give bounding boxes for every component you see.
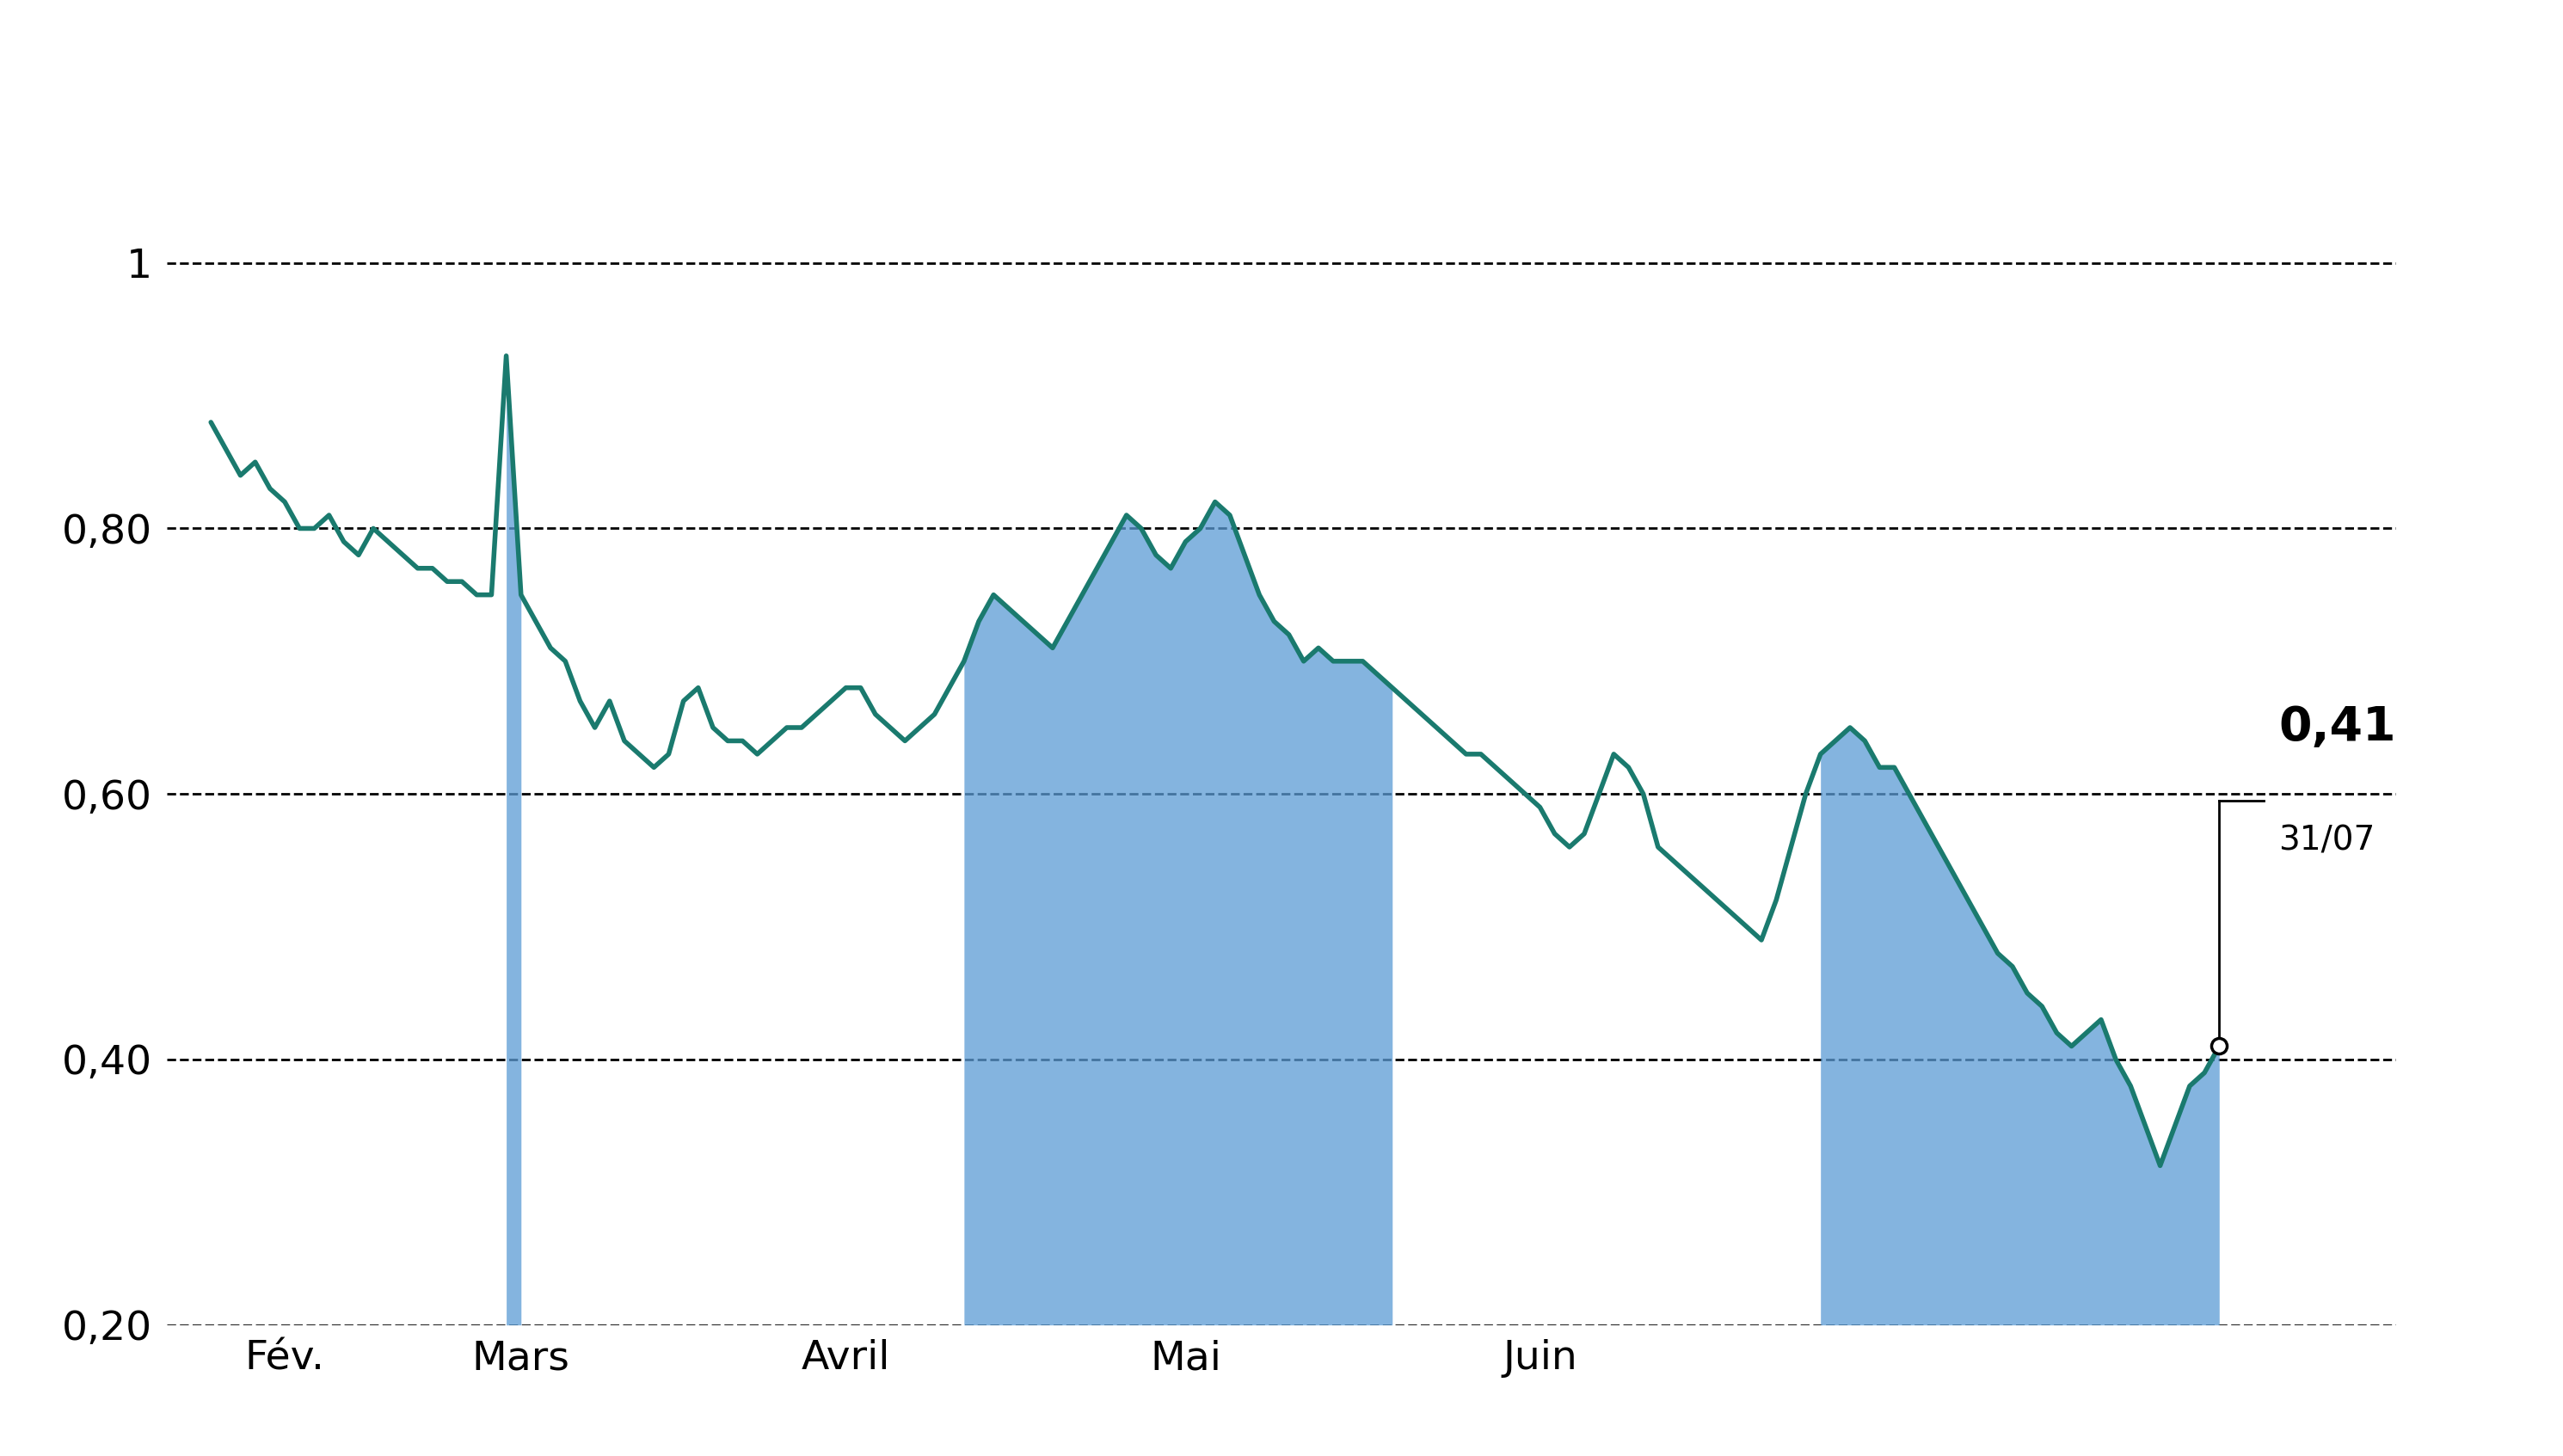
Text: Vicinity Motor Corp.: Vicinity Motor Corp.	[743, 38, 1820, 130]
Text: 31/07: 31/07	[2279, 824, 2376, 856]
Text: 0,41: 0,41	[2279, 705, 2396, 751]
